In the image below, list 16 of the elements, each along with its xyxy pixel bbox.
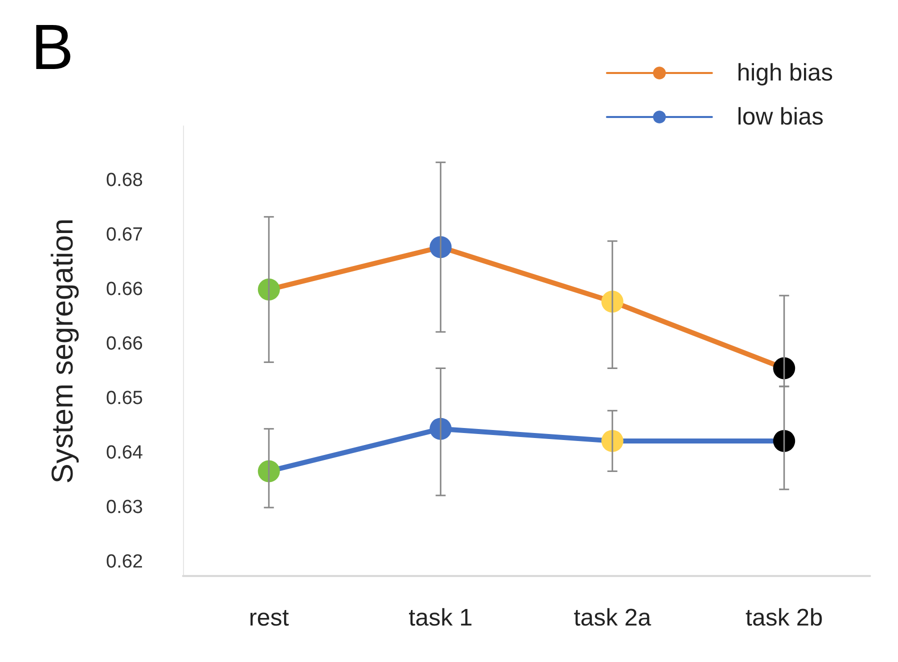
y-tick-label: 0.68: [106, 170, 143, 192]
x-tick-label: task 1: [408, 604, 473, 632]
y-tick-label: 0.67: [106, 224, 143, 246]
x-tick-label: task 2a: [574, 604, 652, 632]
y-tick-label: 0.63: [106, 497, 143, 518]
y-tick-label: 0.66: [106, 279, 143, 300]
y-tick-label: 0.64: [106, 442, 144, 464]
legend-label: low bias: [736, 104, 824, 130]
y-tick-label: 0.65: [106, 388, 143, 410]
x-tick-label: rest: [248, 604, 290, 632]
chart-title: B: [31, 11, 74, 83]
y-axis-title: System segregation: [46, 218, 80, 484]
y-tick-label: 0.62: [106, 552, 143, 573]
y-tick-label: 0.66: [106, 334, 143, 355]
legend-label: high bias: [736, 60, 834, 86]
x-tick-label: task 2b: [745, 604, 823, 632]
